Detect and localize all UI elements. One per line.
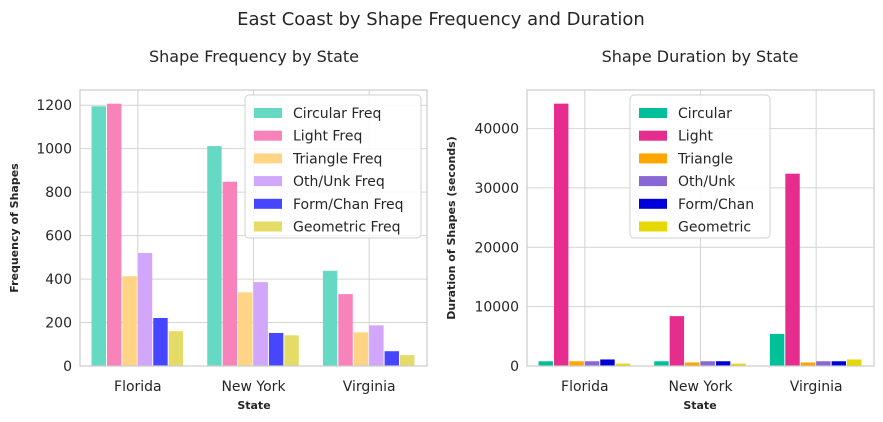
legend-label: Geometric xyxy=(678,220,751,236)
plot-frame xyxy=(79,89,428,367)
y-tick-label: 0 xyxy=(63,359,72,375)
legend-swatch xyxy=(639,130,667,141)
x-tick-label: Florida xyxy=(114,379,162,395)
bar xyxy=(106,103,122,366)
right-panel: Shape Duration by State 0 10000 20000 30000… xyxy=(445,47,875,412)
bar xyxy=(685,362,700,366)
bar xyxy=(715,361,731,366)
bar xyxy=(238,292,253,366)
bar xyxy=(338,294,353,366)
bar xyxy=(600,359,615,366)
bar xyxy=(268,332,284,366)
legend: Circular Freq Light Freq Triangle Freq Oth/… xyxy=(244,94,422,239)
right-x-axis-label: State xyxy=(683,399,716,412)
x-tick-label: Florida xyxy=(561,379,609,395)
y-tick-label: 30000 xyxy=(474,181,519,197)
y-tick-label: 800 xyxy=(45,185,72,201)
bar xyxy=(137,252,153,366)
legend-label: Light xyxy=(678,129,713,145)
y-tick-label: 10000 xyxy=(474,300,519,316)
bar xyxy=(800,362,816,366)
left-chart: 0 200 400 600 800 1000 1200 Florida New York Virg… xyxy=(36,89,428,395)
y-tick-label: 20000 xyxy=(474,240,519,256)
bar xyxy=(654,361,669,366)
bar xyxy=(284,335,299,366)
bar xyxy=(400,355,415,366)
plot-frame xyxy=(526,89,875,367)
bar xyxy=(615,363,631,366)
y-tick-label: 400 xyxy=(45,272,72,288)
y-tick-label: 40000 xyxy=(474,122,519,138)
legend-swatch xyxy=(254,130,282,141)
legend-swatch xyxy=(639,108,667,118)
y-tick-label: 0 xyxy=(510,359,519,375)
legend-swatch xyxy=(639,198,667,209)
legend-label: Form/Chan Freq xyxy=(293,197,404,213)
bar xyxy=(816,361,831,366)
legend-label: Geometric Freq xyxy=(293,220,401,236)
x-tick-label: New York xyxy=(668,379,733,395)
bar xyxy=(584,361,600,366)
x-tick-label: Virginia xyxy=(790,379,843,395)
legend-swatch xyxy=(254,198,282,209)
right-chart-title: Shape Duration by State xyxy=(602,47,799,66)
legend: Circular Light Triangle Oth/Unk Form/Chan Geo… xyxy=(629,94,771,239)
bar xyxy=(153,317,168,366)
bar xyxy=(700,361,715,366)
x-tick-label: Virginia xyxy=(343,379,396,395)
y-tick-label: 200 xyxy=(45,316,72,332)
x-tick-label: New York xyxy=(221,379,286,395)
left-panel: Shape Frequency by State 0 200 400 600 800 10… xyxy=(8,47,428,412)
legend-label: Circular Freq xyxy=(293,106,381,122)
legend-swatch xyxy=(639,221,667,232)
bar xyxy=(384,351,400,366)
legend-label: Circular xyxy=(678,106,732,122)
bar xyxy=(207,146,222,366)
y-tick-label: 1200 xyxy=(36,98,72,114)
left-x-axis-label: State xyxy=(237,399,270,412)
figure-title: East Coast by Shape Frequency and Durati… xyxy=(237,9,645,30)
bar xyxy=(569,361,584,366)
bar xyxy=(222,181,238,366)
legend-label: Triangle Freq xyxy=(292,151,382,167)
legend-swatch xyxy=(254,108,282,118)
legend-label: Form/Chan xyxy=(678,197,754,213)
right-y-axis-label: Duration of Shapes (seconds) xyxy=(445,136,458,320)
legend-swatch xyxy=(639,153,667,164)
right-chart: 0 10000 20000 30000 40000 Florida New York Virg… xyxy=(474,89,875,395)
legend-label: Oth/Unk xyxy=(678,174,736,190)
bar xyxy=(831,361,847,366)
legend-label: Triangle xyxy=(677,151,733,167)
left-chart-title: Shape Frequency by State xyxy=(149,47,359,66)
bar xyxy=(122,276,137,366)
legend-label: Light Freq xyxy=(293,129,362,145)
bar xyxy=(322,270,338,366)
bar xyxy=(369,325,384,366)
legend-label: Oth/Unk Freq xyxy=(293,174,385,190)
legend-box xyxy=(244,94,422,239)
bar xyxy=(91,106,106,367)
bar xyxy=(785,173,800,366)
bar xyxy=(538,361,553,366)
legend-swatch xyxy=(254,176,282,187)
bar xyxy=(769,333,785,366)
bar xyxy=(353,332,369,366)
legend-swatch xyxy=(639,176,667,187)
bar xyxy=(731,363,746,366)
legend-swatch xyxy=(254,221,282,232)
bar xyxy=(168,331,184,366)
left-y-axis-label: Frequency of Shapes xyxy=(8,163,21,293)
bar xyxy=(553,103,569,366)
y-tick-label: 1000 xyxy=(36,142,72,158)
bar xyxy=(669,316,685,366)
bar xyxy=(253,282,268,366)
legend-swatch xyxy=(254,153,282,164)
y-tick-label: 600 xyxy=(45,229,72,245)
bar xyxy=(847,359,862,366)
